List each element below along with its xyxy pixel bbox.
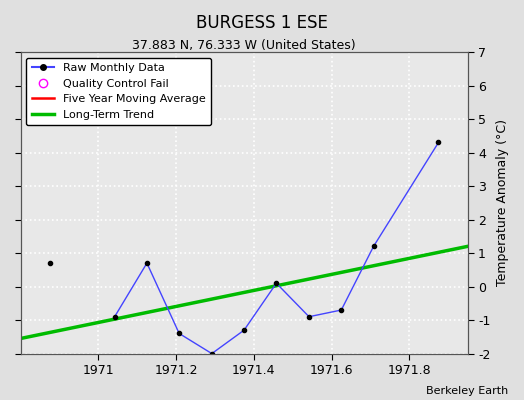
Y-axis label: Temperature Anomaly (°C): Temperature Anomaly (°C) bbox=[496, 119, 509, 286]
Title: 37.883 N, 76.333 W (United States): 37.883 N, 76.333 W (United States) bbox=[132, 39, 356, 52]
Text: BURGESS 1 ESE: BURGESS 1 ESE bbox=[196, 14, 328, 32]
Legend: Raw Monthly Data, Quality Control Fail, Five Year Moving Average, Long-Term Tren: Raw Monthly Data, Quality Control Fail, … bbox=[26, 58, 211, 125]
Text: Berkeley Earth: Berkeley Earth bbox=[426, 386, 508, 396]
